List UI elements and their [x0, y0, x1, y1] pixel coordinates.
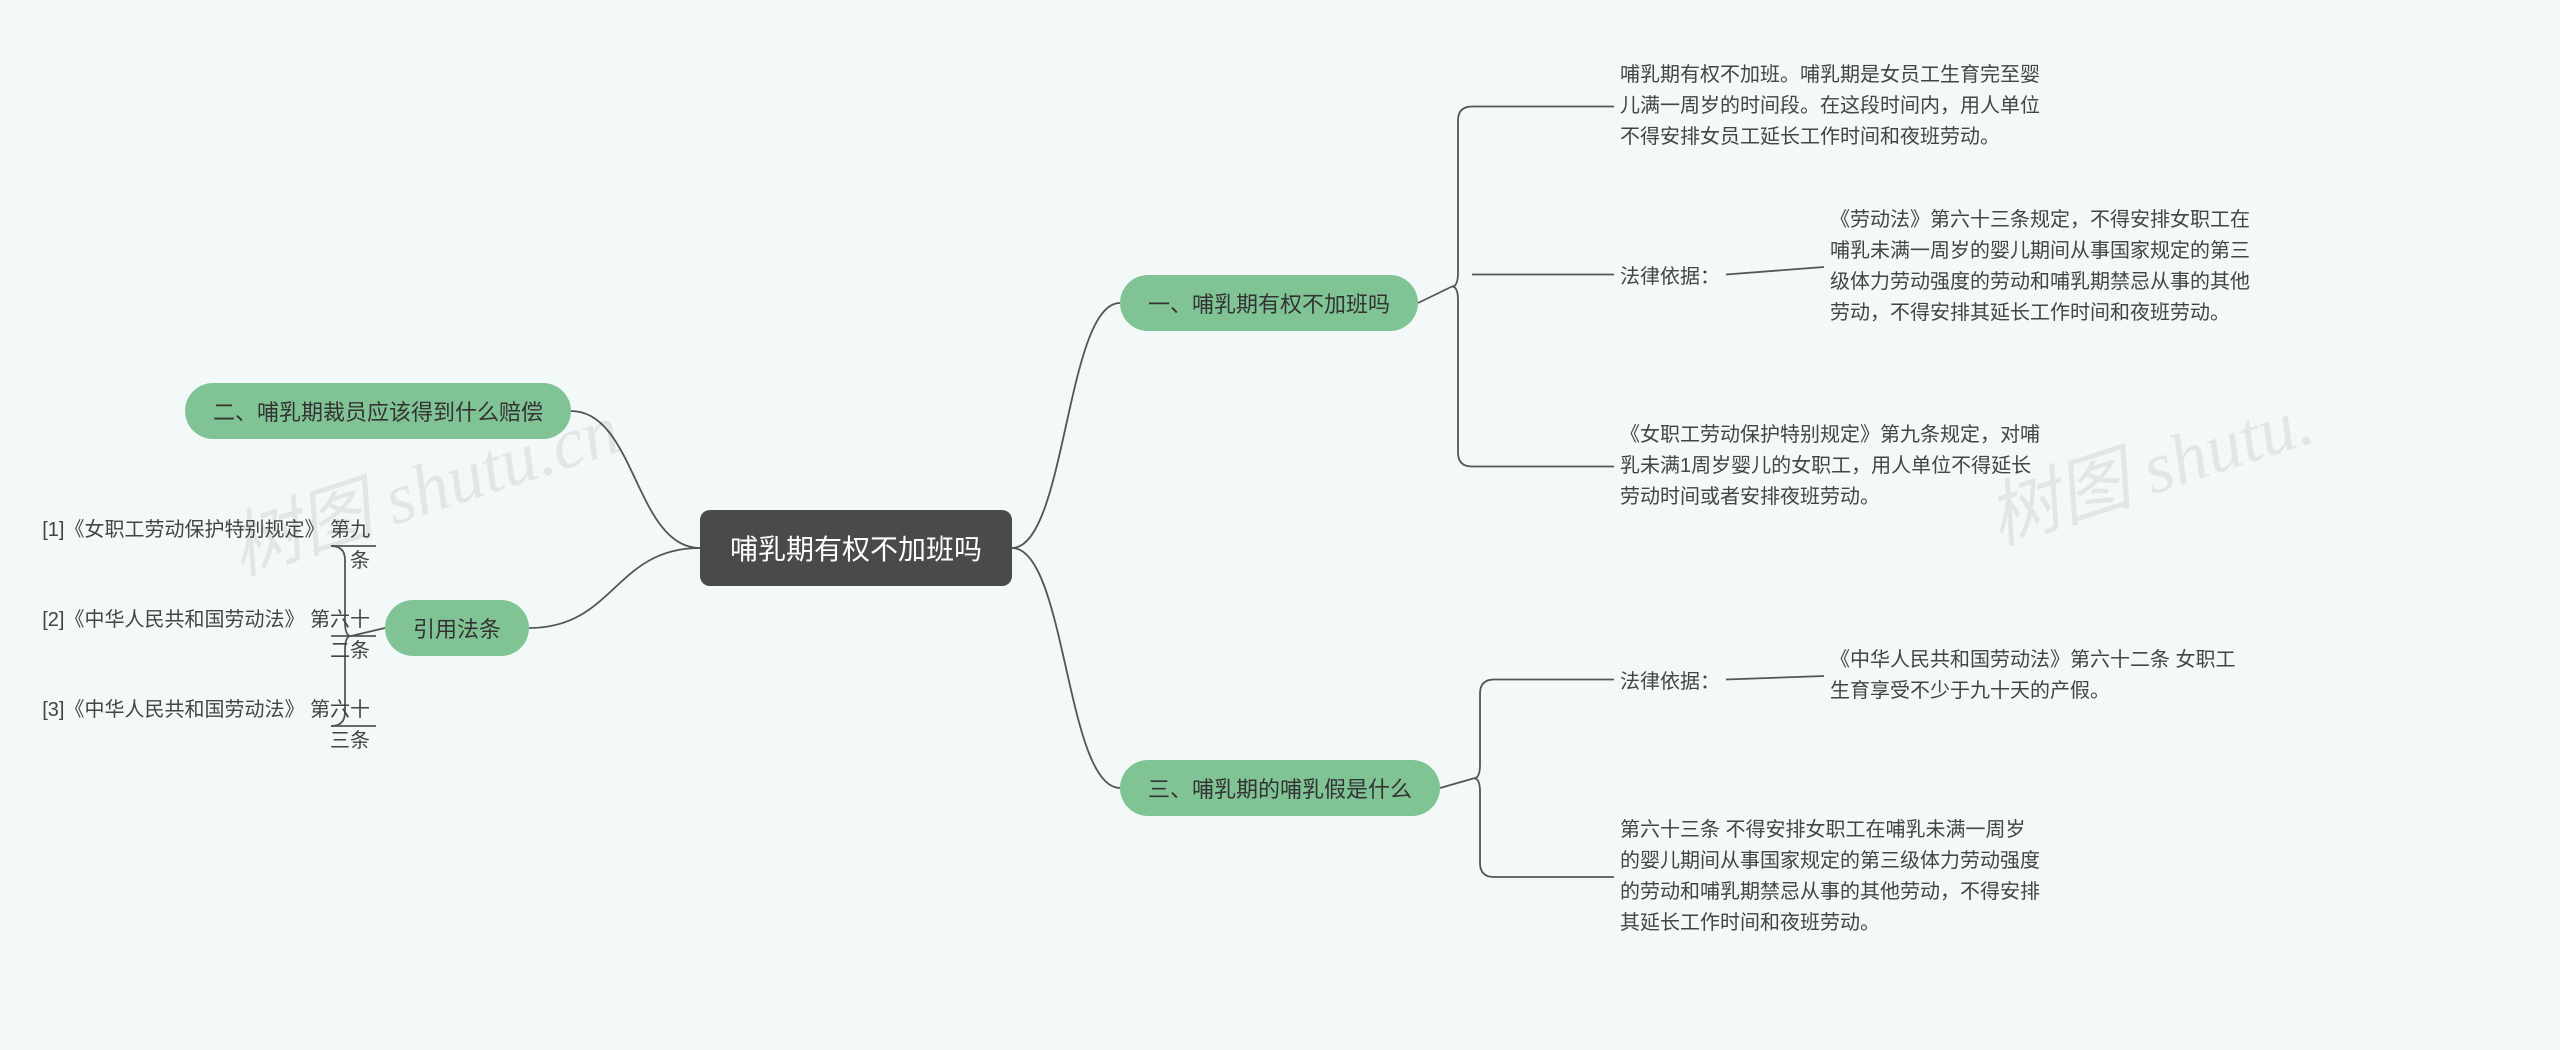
leaf-cite-3: [3]《中华人民共和国劳动法》 第六十三条 [30, 695, 370, 757]
leaf-r1-0-label: 法律依据： [1620, 665, 1720, 694]
leaf-r0-1-0: 《劳动法》第六十三条规定，不得安排女职工在哺乳未满一周岁的婴儿期间从事国家规定的… [1830, 205, 2250, 329]
branch-section-1[interactable]: 一、哺乳期有权不加班吗 [1120, 275, 1418, 331]
connector-layer [0, 0, 2560, 1050]
leaf-r0-1-label: 法律依据： [1620, 260, 1720, 289]
leaf-r0-2: 《女职工劳动保护特别规定》第九条规定，对哺乳未满1周岁婴儿的女职工，用人单位不得… [1620, 420, 2040, 513]
branch-citations[interactable]: 引用法条 [385, 600, 529, 656]
leaf-r0-0: 哺乳期有权不加班。哺乳期是女员工生育完至婴儿满一周岁的时间段。在这段时间内，用人… [1620, 60, 2040, 153]
mindmap-root[interactable]: 哺乳期有权不加班吗 [700, 510, 1012, 586]
leaf-r1-1: 第六十三条 不得安排女职工在哺乳未满一周岁的婴儿期间从事国家规定的第三级体力劳动… [1620, 815, 2040, 939]
leaf-cite-1: [1]《女职工劳动保护特别规定》 第九条 [30, 515, 370, 577]
branch-section-2[interactable]: 二、哺乳期裁员应该得到什么赔偿 [185, 383, 571, 439]
branch-section-3[interactable]: 三、哺乳期的哺乳假是什么 [1120, 760, 1440, 816]
leaf-cite-2: [2]《中华人民共和国劳动法》 第六十二条 [30, 605, 370, 667]
leaf-r1-0-0: 《中华人民共和国劳动法》第六十二条 女职工生育享受不少于九十天的产假。 [1830, 645, 2250, 707]
